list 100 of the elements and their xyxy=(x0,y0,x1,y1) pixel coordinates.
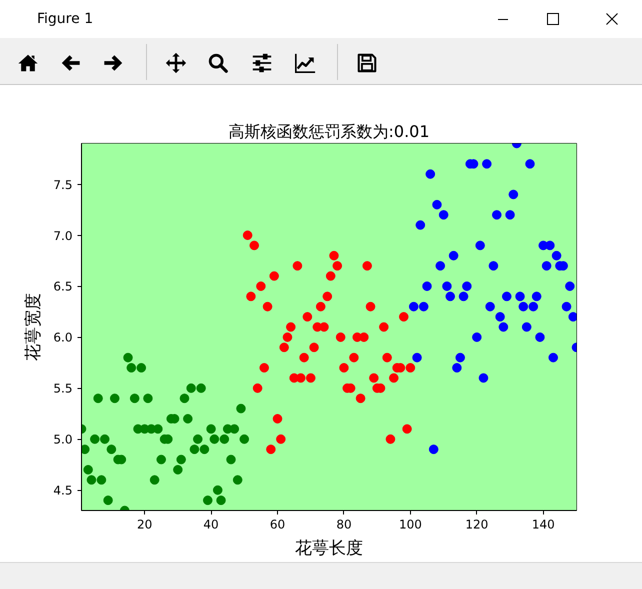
point xyxy=(286,322,296,332)
point xyxy=(492,210,502,220)
point xyxy=(379,322,389,332)
point xyxy=(302,312,312,322)
point xyxy=(562,302,572,312)
point xyxy=(535,332,545,342)
point xyxy=(545,240,555,250)
x-tick-label: 20 xyxy=(136,518,152,532)
point xyxy=(472,332,482,342)
point xyxy=(176,454,186,464)
point xyxy=(322,292,332,302)
point xyxy=(399,312,408,322)
point xyxy=(402,424,412,434)
point xyxy=(259,363,269,373)
point xyxy=(455,352,465,362)
point xyxy=(485,302,495,312)
point xyxy=(332,261,342,271)
x-tick-label: 100 xyxy=(398,518,422,532)
point xyxy=(299,352,309,362)
point xyxy=(123,352,133,362)
point xyxy=(173,464,183,474)
point xyxy=(428,444,438,454)
point xyxy=(282,332,292,342)
point xyxy=(406,363,416,373)
x-tick-label: 40 xyxy=(203,518,219,532)
point xyxy=(272,414,282,424)
point xyxy=(309,342,319,352)
point xyxy=(442,281,452,291)
point xyxy=(180,394,190,404)
point xyxy=(438,210,448,220)
point xyxy=(369,373,379,383)
point xyxy=(230,424,240,434)
chart-title: 高斯核函数惩罚系数为:0.01 xyxy=(228,122,430,141)
point xyxy=(326,271,336,281)
point xyxy=(552,250,562,260)
x-tick-label: 80 xyxy=(336,518,352,532)
point xyxy=(525,159,535,169)
point xyxy=(508,190,518,200)
point xyxy=(386,434,396,444)
point xyxy=(246,292,256,302)
point xyxy=(212,485,222,495)
point xyxy=(458,292,468,302)
point xyxy=(252,383,262,393)
point xyxy=(130,394,140,404)
point xyxy=(186,383,196,393)
point xyxy=(528,302,538,312)
point xyxy=(446,292,456,302)
point xyxy=(502,292,512,302)
point xyxy=(269,271,279,281)
point xyxy=(478,373,488,383)
point xyxy=(242,230,252,240)
x-tick-label: 60 xyxy=(270,518,286,532)
point xyxy=(206,424,216,434)
point xyxy=(292,261,302,271)
point xyxy=(200,444,210,454)
point xyxy=(126,363,136,373)
y-tick-label: 5.0 xyxy=(53,432,73,447)
point xyxy=(362,261,372,271)
point xyxy=(296,373,306,383)
point xyxy=(262,302,272,312)
point xyxy=(236,404,246,414)
point xyxy=(426,169,436,179)
point xyxy=(240,434,250,444)
point xyxy=(329,250,339,260)
point xyxy=(193,434,203,444)
point xyxy=(136,363,146,373)
point xyxy=(266,444,276,454)
point xyxy=(495,312,505,322)
point xyxy=(462,281,472,291)
point xyxy=(232,475,242,485)
point xyxy=(316,302,326,312)
caption: Figure 1 xyxy=(37,10,94,29)
y-tick-label: 4.5 xyxy=(53,484,73,498)
point xyxy=(522,322,532,332)
point xyxy=(279,342,289,352)
y-tick-label: 6.0 xyxy=(53,330,73,345)
point xyxy=(339,363,349,373)
point xyxy=(418,302,428,312)
point xyxy=(106,444,116,454)
point xyxy=(432,200,442,210)
point xyxy=(568,312,576,322)
point xyxy=(153,424,163,434)
point xyxy=(349,352,359,362)
x-tick-label: 120 xyxy=(465,518,488,532)
point xyxy=(82,444,90,454)
point xyxy=(202,496,212,506)
point xyxy=(359,332,369,342)
point xyxy=(356,394,366,404)
point xyxy=(448,250,458,260)
y-axis-title: 花萼宽度 xyxy=(23,293,44,361)
point xyxy=(498,322,508,332)
point xyxy=(382,352,392,362)
point xyxy=(220,434,230,444)
point xyxy=(482,159,492,169)
point xyxy=(100,434,110,444)
point xyxy=(565,281,575,291)
point xyxy=(110,394,120,404)
point xyxy=(210,434,220,444)
point xyxy=(226,454,236,464)
y-tick-label: 5.5 xyxy=(53,382,73,396)
